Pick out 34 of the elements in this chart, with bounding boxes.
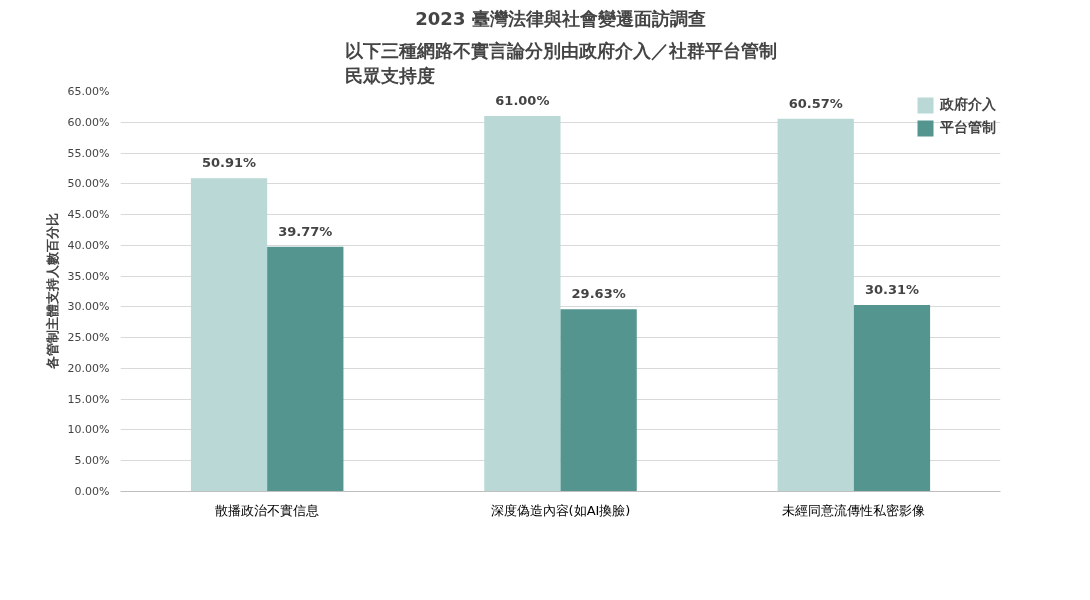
y-tick-label: 30.00% bbox=[67, 300, 110, 314]
x-tick-label: 深度偽造內容(如AI換臉) bbox=[490, 502, 631, 518]
bar bbox=[190, 178, 268, 492]
y-tick-label: 25.00% bbox=[67, 331, 110, 345]
bar bbox=[484, 116, 561, 492]
text: 39.77% bbox=[278, 223, 333, 239]
y-tick-label: 20.00% bbox=[67, 361, 110, 375]
bar bbox=[267, 246, 344, 492]
y-tick-label: 40.00% bbox=[67, 238, 110, 252]
y-axis-title: 各管制主體支持人數百分比 bbox=[44, 213, 60, 371]
y-tick-label: 35.00% bbox=[67, 269, 110, 283]
bar bbox=[560, 309, 637, 492]
chart-subtitle: 以下三種網路不實言論分別由政府介入／社群平台管制民眾支持度 bbox=[344, 40, 777, 87]
legend-label: 平台管制 bbox=[940, 119, 996, 137]
x-tick-label: 未經同意流傳性私密影像 bbox=[782, 502, 926, 518]
y-tick-label: 65.00% bbox=[67, 85, 110, 98]
text: 60.57% bbox=[788, 95, 843, 111]
text: 30.31% bbox=[864, 281, 920, 297]
text: 50.91% bbox=[201, 155, 257, 171]
legend-label: 政府介入 bbox=[940, 96, 996, 114]
y-tick-label: 10.00% bbox=[67, 423, 110, 437]
y-tick-label: 45.00% bbox=[67, 208, 110, 222]
y-tick-label: 0.00% bbox=[74, 485, 110, 498]
y-tick-label: 5.00% bbox=[74, 454, 110, 468]
y-tick-label: 60.00% bbox=[67, 115, 110, 129]
y-tick-label: 55.00% bbox=[67, 146, 110, 160]
text: 61.00% bbox=[495, 93, 550, 109]
y-tick-label: 15.00% bbox=[67, 392, 110, 406]
bar bbox=[853, 304, 931, 492]
bar bbox=[777, 118, 854, 492]
text: 29.63% bbox=[571, 286, 626, 302]
chart-title: 2023 臺灣法律與社會變遷面訪調查 bbox=[415, 7, 706, 29]
y-tick-label: 50.00% bbox=[67, 177, 110, 191]
x-tick-label: 散播政治不實信息 bbox=[215, 502, 320, 518]
